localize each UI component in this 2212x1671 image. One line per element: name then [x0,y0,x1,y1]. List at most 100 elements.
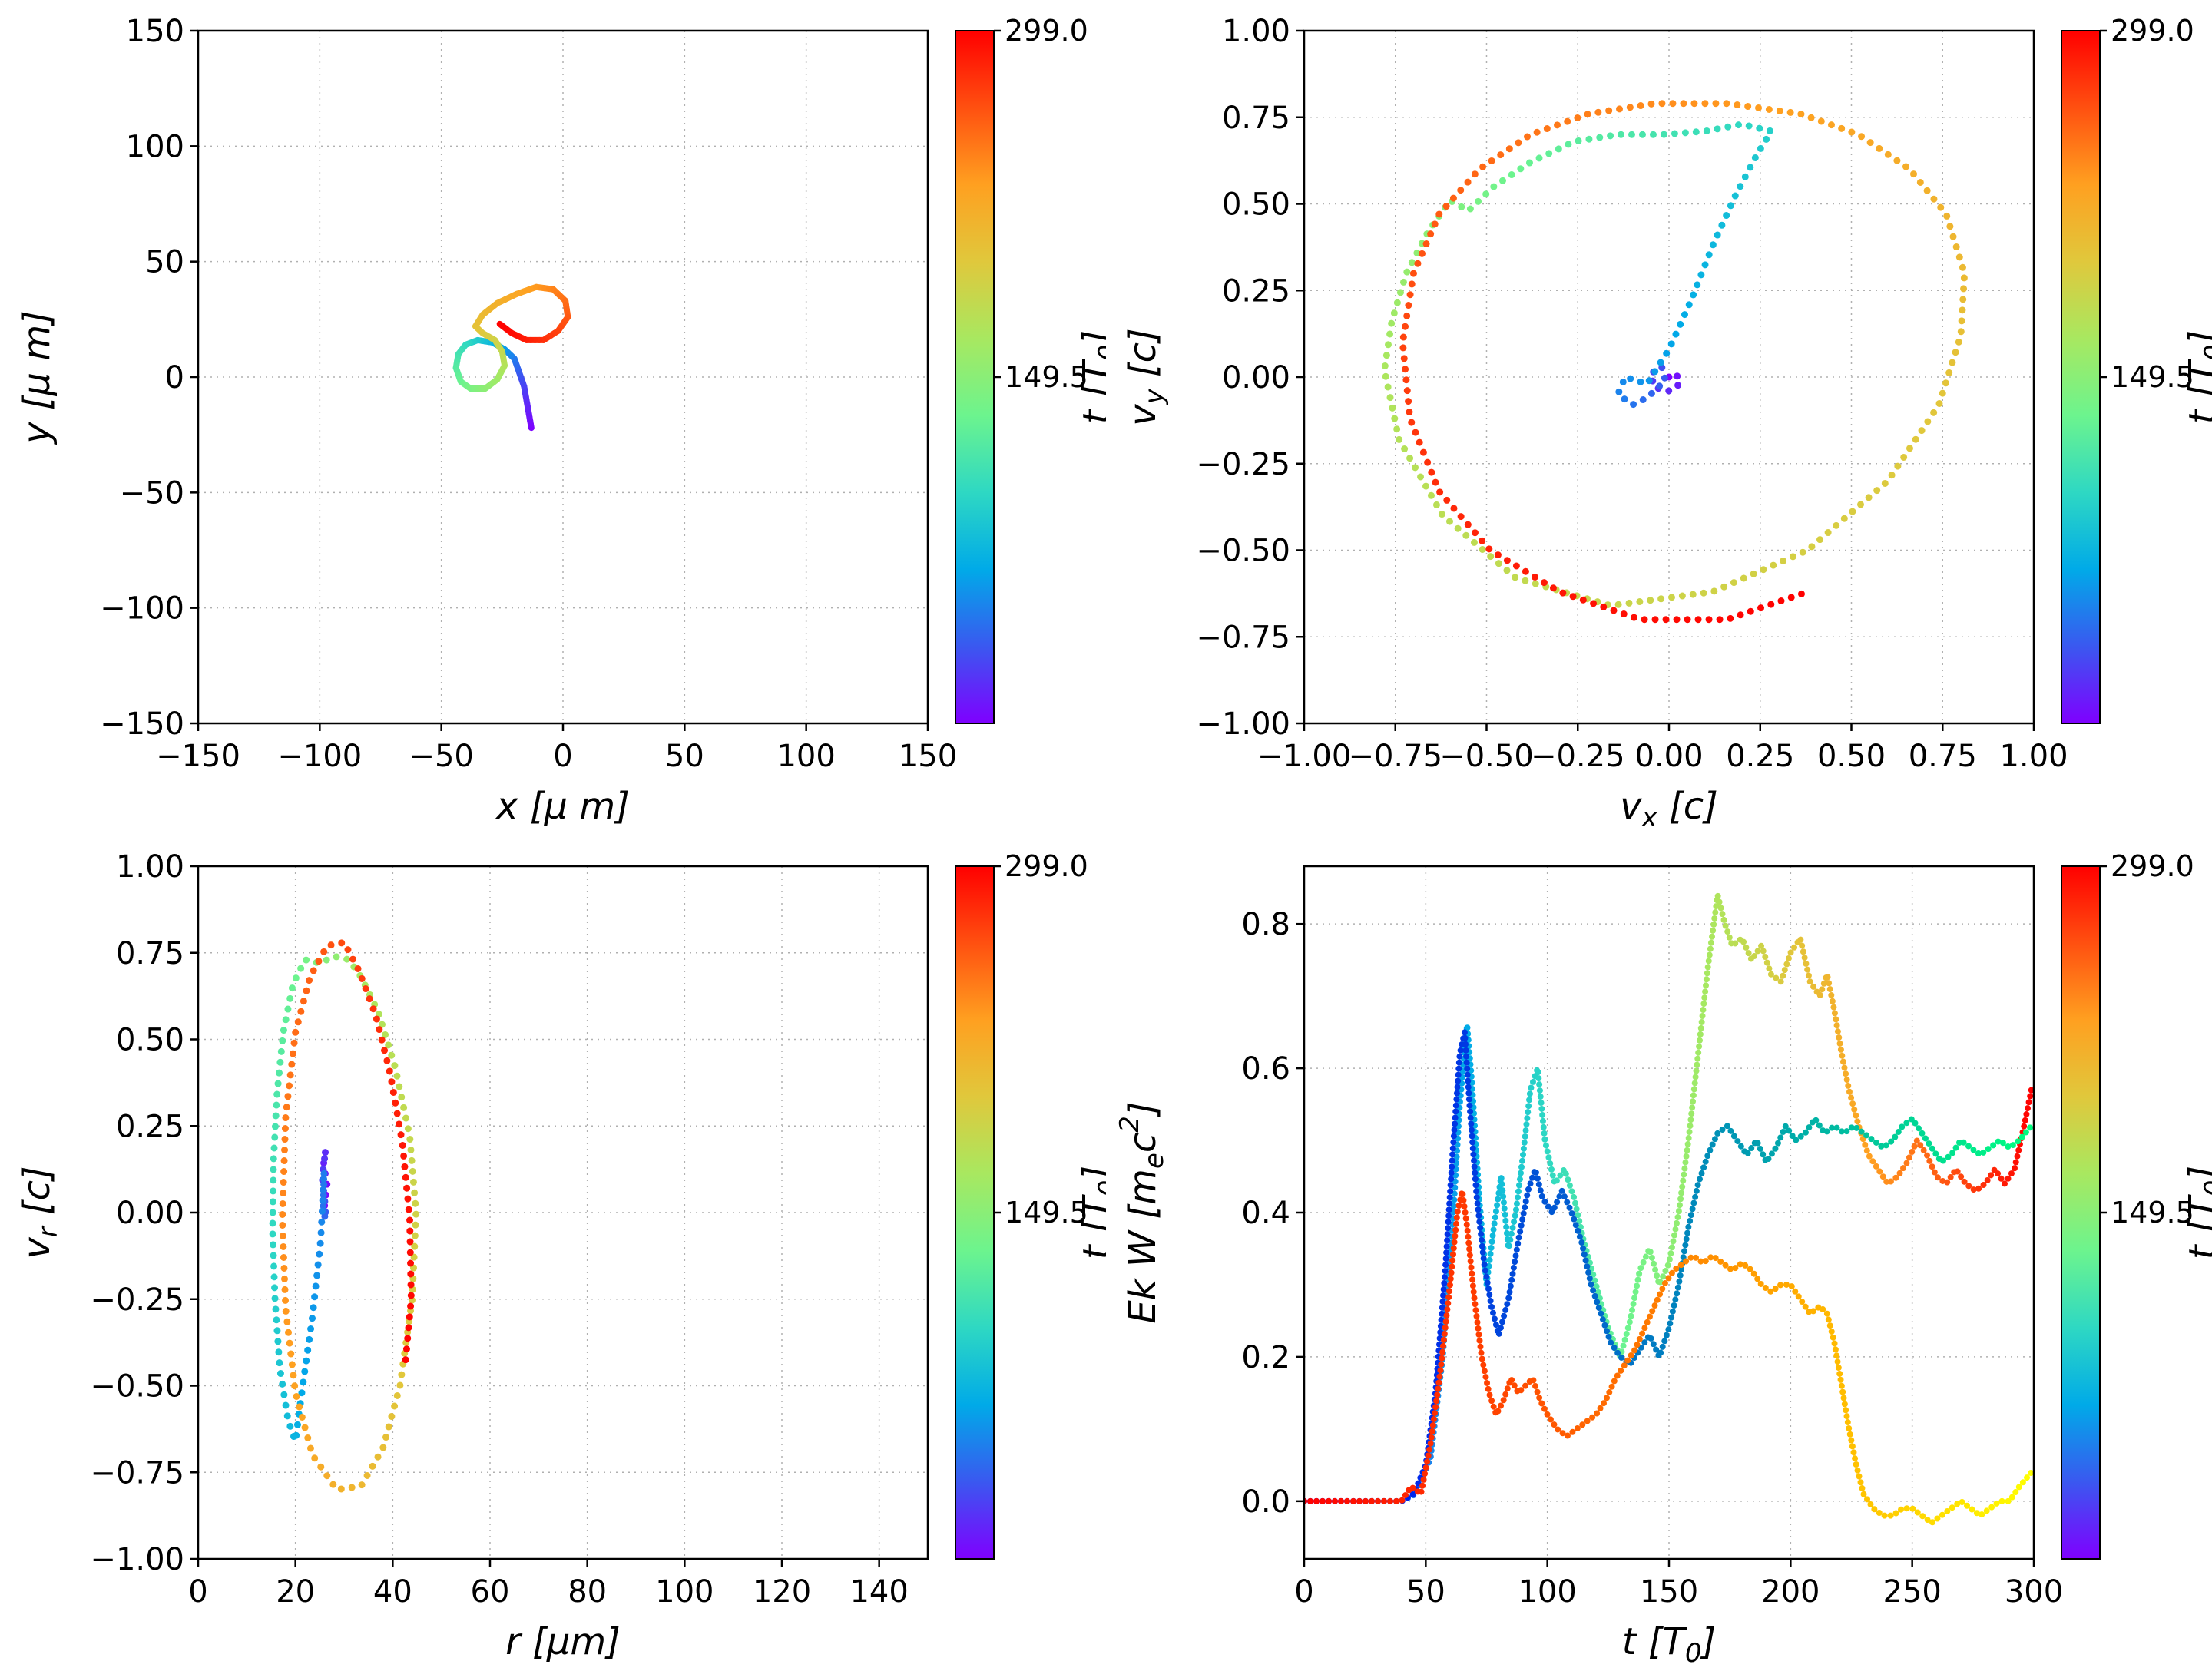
colorbar-tick-label: 299.0 [1005,849,1088,883]
svg-text:−1.00: −1.00 [1257,739,1352,774]
svg-text:40: 40 [373,1574,412,1610]
colorbar-tick-label: 299.0 [1005,14,1088,48]
svg-text:50: 50 [665,739,704,774]
svg-text:140: 140 [849,1574,908,1610]
subplot-trajectory-xy: −150 −100 −50 0 50 100 150 150 100 50 0 −50 −100 −150… [0,0,1106,836]
svg-text:100: 100 [126,129,184,164]
grid-lines [1303,866,2035,1559]
svg-text:150: 150 [899,739,957,774]
svg-text:−0.25: −0.25 [1196,447,1290,482]
colorbar-label: t [T0] [2181,1166,2212,1260]
svg-text:150: 150 [126,14,184,49]
svg-text:−50: −50 [120,475,184,511]
tick-labels: −150 −100 −50 0 50 100 150 150 100 50 0 −50 −100 −150 [100,14,957,774]
svg-text:−150: −150 [100,706,184,742]
grid-lines [197,30,929,724]
svg-text:0: 0 [553,739,572,774]
y-axis-label: vr [c] [15,1166,64,1259]
svg-text:−0.50: −0.50 [1439,739,1534,774]
svg-text:0.00: 0.00 [116,1196,184,1231]
y-axis-label: Ek W [mec2] [1114,1101,1170,1323]
svg-text:200: 200 [1761,1574,1820,1610]
svg-text:50: 50 [1406,1574,1445,1610]
svg-text:0.50: 0.50 [1222,187,1290,223]
svg-text:−0.25: −0.25 [90,1282,184,1318]
svg-text:−150: −150 [156,739,240,774]
svg-text:0.2: 0.2 [1241,1340,1290,1375]
svg-text:0.50: 0.50 [1817,739,1886,774]
colorbar-tick-label: 149.5 [2111,360,2194,394]
svg-text:1.00: 1.00 [1999,739,2068,774]
x-axis-label: x [μ m] [495,785,630,828]
svg-text:1.00: 1.00 [116,849,184,885]
series-particle-3-energy [1304,1190,2034,1526]
svg-text:250: 250 [1883,1574,1941,1610]
chart-phase-vx-vy: −1.00−0.75−0.50−0.25 0.00 0.25 0.50 0.75 1.00… [1121,14,2212,833]
series-particle-trajectory [452,283,571,432]
axes-box [197,29,929,725]
svg-text:0.00: 0.00 [1222,360,1290,395]
subplot-energy-time: 0 50 100 150 200 250 300 0.8 0.6 0.4 0.2 0.0 t [T0] E… [1106,836,2212,1671]
tick-labels: 0 20 40 60 80 100 120 140 1.00 0.75 0.50 0.25 0.00 −0… [90,849,908,1610]
axes-box [1303,865,2035,1560]
svg-text:0: 0 [1294,1574,1313,1610]
colorbar-label: t [T0] [1075,1166,1106,1260]
svg-text:0.50: 0.50 [116,1023,184,1058]
colorbar [955,30,995,724]
svg-text:−0.50: −0.50 [90,1369,184,1405]
svg-text:100: 100 [777,739,835,774]
svg-text:0.00: 0.00 [1634,739,1703,774]
colorbar-tick-label: 299.0 [2111,849,2194,883]
colorbar-tick-label: 299.0 [2111,14,2194,48]
colorbar [955,865,995,1560]
svg-text:80: 80 [568,1574,607,1610]
svg-text:−0.50: −0.50 [1196,534,1290,569]
x-axis-label: r [μm] [505,1620,621,1663]
svg-text:150: 150 [1640,1574,1698,1610]
subplot-phase-vx-vy: −1.00 −0.75 −0.50 −0.25 0.00 0.25 0.50 0.75 1.00… [1106,0,2212,836]
svg-text:120: 120 [753,1574,811,1610]
colorbar [2061,865,2101,1560]
x-axis-label: t [T0] [1622,1620,1717,1669]
chart-energy-time: 0 50 100 150 200 250 300 0.8 0.6 0.4 0.2 0.0 t [T0] E… [1114,849,2212,1669]
svg-text:50: 50 [145,245,184,280]
svg-text:0.25: 0.25 [1222,273,1290,309]
svg-text:0.75: 0.75 [116,936,184,971]
svg-text:−100: −100 [100,591,184,627]
svg-text:−100: −100 [277,739,362,774]
svg-text:0.25: 0.25 [116,1109,184,1144]
svg-text:0.75: 0.75 [1222,101,1290,136]
series-particle-1-energy [1304,892,2034,1504]
colorbar-tick-label: 149.5 [1005,1196,1088,1229]
svg-text:−0.75: −0.75 [1348,739,1442,774]
svg-text:20: 20 [276,1574,315,1610]
chart-phase-r-vr: 0 20 40 60 80 100 120 140 1.00 0.75 0.50 0.25 0.00 −0… [15,849,1106,1663]
svg-text:300: 300 [2005,1574,2063,1610]
svg-text:−0.75: −0.75 [1196,620,1290,655]
y-axis-label: y [μ m] [15,310,58,445]
svg-text:100: 100 [655,1574,714,1610]
svg-text:100: 100 [1518,1574,1576,1610]
svg-text:0: 0 [165,360,184,395]
svg-text:−1.00: −1.00 [90,1542,184,1577]
svg-text:−0.75: −0.75 [90,1455,184,1491]
svg-text:0.8: 0.8 [1241,907,1290,942]
svg-text:0.25: 0.25 [1726,739,1794,774]
colorbar [2061,30,2101,724]
y-axis-label: vy [c] [1121,328,1170,426]
svg-text:−1.00: −1.00 [1196,706,1290,742]
svg-text:0: 0 [188,1574,207,1610]
svg-text:0.75: 0.75 [1909,739,1977,774]
axes-box [197,865,929,1560]
series-radial-phase-orbit [269,939,420,1493]
tick-labels: 0 50 100 150 200 250 300 0.8 0.6 0.4 0.2 0.0 [1241,907,2063,1610]
svg-text:0.6: 0.6 [1241,1051,1290,1087]
grid-lines [197,865,928,1560]
tick-labels: −1.00−0.75−0.50−0.25 0.00 0.25 0.50 0.75 1.00… [1196,14,2068,774]
svg-text:0.4: 0.4 [1241,1196,1290,1231]
colorbar-label: t [T0] [1075,330,1106,425]
svg-text:0.0: 0.0 [1241,1484,1290,1520]
svg-text:1.00: 1.00 [1222,14,1290,49]
series-velocity-phase-orbit [1381,100,1968,624]
